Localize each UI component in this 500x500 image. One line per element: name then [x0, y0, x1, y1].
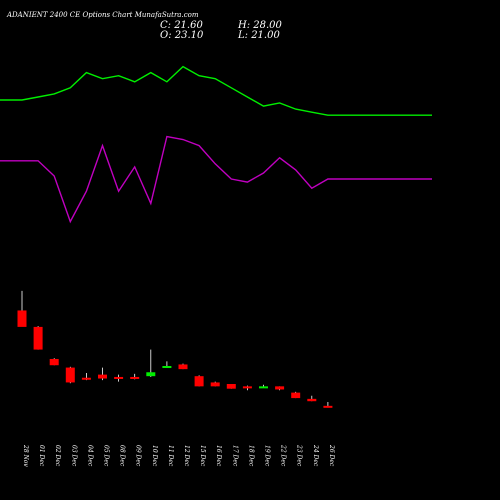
candle-body [323, 405, 333, 408]
candle-body [114, 376, 124, 379]
candle-body [98, 374, 107, 379]
candle [49, 358, 59, 366]
x-tick-label: 11 Dec [167, 445, 174, 467]
x-tick-label: 19 Dec [264, 445, 271, 467]
x-tick-label: 02 Dec [54, 445, 61, 467]
candle-body [81, 377, 91, 380]
candle [178, 363, 188, 370]
open-value: O: 23.10 [160, 30, 204, 41]
candle [33, 326, 43, 350]
x-tick-label: 16 Dec [215, 445, 222, 467]
indicator-line-top [0, 65, 432, 116]
x-tick-label: 18 Dec [247, 445, 254, 467]
candle-body [130, 376, 140, 379]
candle [194, 375, 204, 387]
x-tick-label: 08 Dec [119, 445, 126, 467]
x-tick-label: 04 Dec [86, 445, 93, 467]
candle-body [65, 367, 75, 383]
candle-body [259, 386, 268, 389]
candle-body [33, 326, 43, 350]
chart-title: ADANIENT 2400 CE Options Chart MunafaSut… [7, 11, 199, 19]
candle-body [210, 382, 220, 387]
x-tick-label: 01 Dec [38, 445, 45, 467]
candle [65, 366, 75, 384]
close-value: C: 21.60 [160, 20, 203, 31]
candle [162, 361, 172, 369]
candle-body [291, 392, 301, 399]
x-axis-labels: 28 Nov 01 Dec 02 Dec 03 Dec 04 Dec 05 Dec 08 D… [22, 444, 335, 467]
candle-body [307, 398, 317, 402]
x-tick-label: 12 Dec [183, 445, 190, 467]
candle [114, 374, 124, 382]
candle [210, 381, 220, 387]
candle-body [162, 366, 172, 369]
candle-body [178, 364, 188, 370]
candle [226, 384, 236, 389]
candle [323, 401, 333, 408]
candle-body [146, 372, 156, 377]
candle [307, 395, 317, 402]
candle-body [194, 376, 204, 387]
x-tick-label: 15 Dec [199, 445, 206, 467]
candle-body [275, 386, 285, 390]
candle [130, 373, 140, 380]
candle [146, 349, 156, 377]
candles [17, 290, 333, 408]
x-tick-label: 17 Dec [231, 445, 238, 467]
high-value: H: 28.00 [238, 20, 282, 31]
candle [275, 386, 285, 391]
x-tick-label: 22 Dec [280, 444, 287, 467]
candle-body [226, 384, 236, 389]
x-tick-label: 09 Dec [135, 445, 142, 467]
indicator-lines [0, 65, 432, 224]
x-tick-label: 24 Dec [312, 444, 319, 467]
low-value: L: 21.00 [238, 30, 280, 41]
indicator-line-bottom [0, 135, 432, 224]
candle-body [17, 310, 27, 327]
candle [81, 373, 91, 381]
x-tick-label: 23 Dec [296, 444, 303, 467]
candle [17, 290, 27, 327]
x-tick-label: 05 Dec [103, 445, 110, 467]
candle [291, 391, 301, 399]
x-tick-label: 28 Nov [22, 444, 29, 467]
candle [242, 385, 252, 391]
candle [259, 384, 268, 389]
x-tick-label: 10 Dec [151, 445, 158, 467]
candle-body [242, 386, 252, 389]
candle [98, 367, 107, 381]
x-tick-label: 26 Dec [328, 444, 335, 467]
x-tick-label: 03 Dec [70, 445, 77, 467]
candle-body [49, 358, 59, 366]
